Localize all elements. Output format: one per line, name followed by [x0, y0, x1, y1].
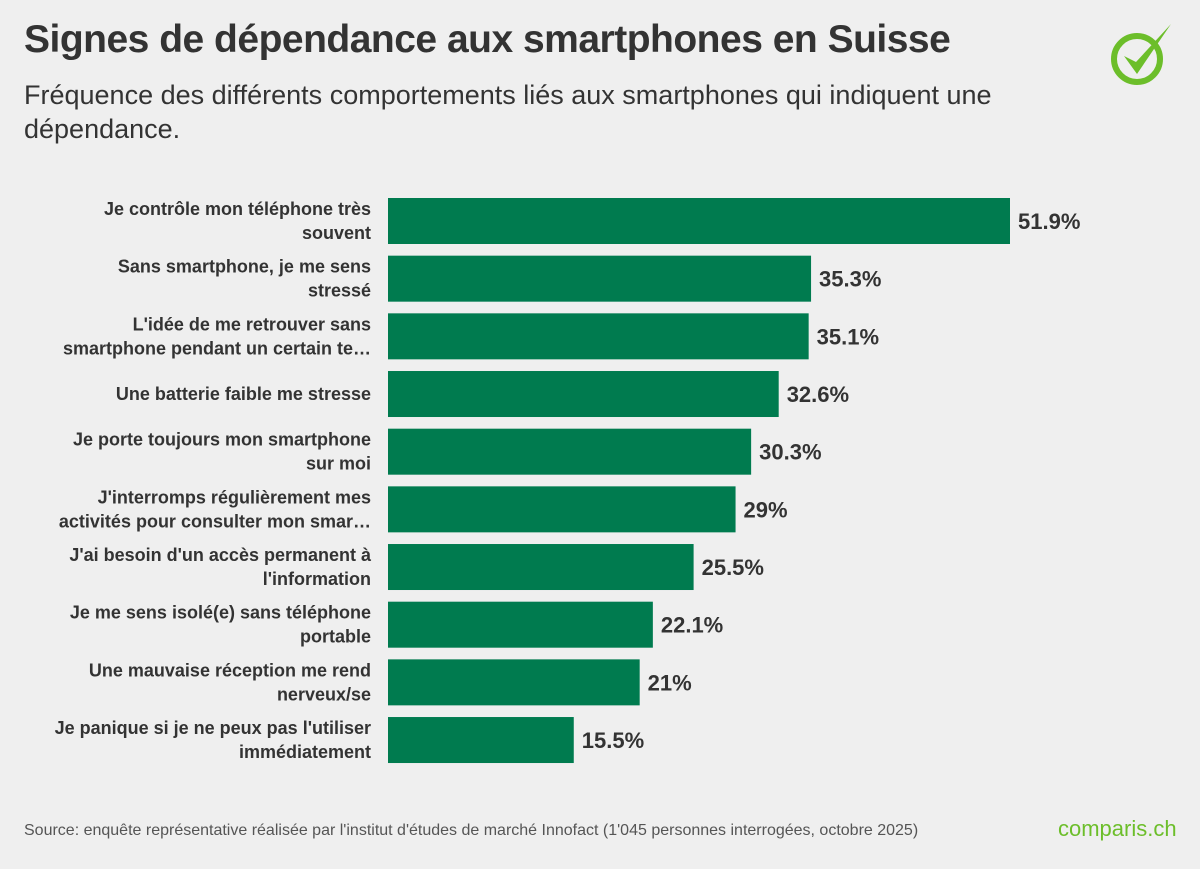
category-label: l'information: [263, 569, 371, 589]
category-label: Je porte toujours mon smartphone: [73, 430, 371, 450]
bar: [388, 717, 574, 764]
category-label: Je me sens isolé(e) sans téléphone: [70, 603, 371, 623]
bar: [388, 601, 653, 648]
category-label: L'idée de me retrouver sans: [133, 314, 371, 334]
value-label: 25.5%: [702, 555, 764, 580]
value-label: 15.5%: [582, 728, 644, 753]
bar: [388, 255, 812, 302]
value-label: 21%: [648, 670, 692, 695]
bar: [388, 313, 809, 360]
bar: [388, 544, 694, 591]
category-label: immédiatement: [239, 742, 371, 762]
bar: [388, 198, 1010, 244]
comparis-check-logo-icon: [1111, 24, 1171, 85]
category-label: sur moi: [306, 454, 371, 474]
chart-subtitle: Fréquence des différents comportements l…: [24, 80, 992, 144]
category-label: Une mauvaise réception me rend: [89, 660, 371, 680]
category-label: activités pour consulter mon smar…: [59, 511, 371, 531]
category-label: stressé: [308, 281, 371, 301]
bar-chart: 51.9% Je contrôle mon téléphone très souve…: [55, 198, 1080, 764]
value-label: 51.9%: [1018, 209, 1080, 234]
category-label: nerveux/se: [277, 684, 371, 704]
value-label: 32.6%: [787, 382, 849, 407]
category-label: Sans smartphone, je me sens: [118, 257, 371, 277]
value-label: 29%: [744, 497, 788, 522]
category-label: Une batterie faible me stresse: [116, 384, 371, 404]
bar: [388, 371, 779, 418]
value-label: 30.3%: [759, 440, 821, 465]
category-label: souvent: [302, 223, 371, 243]
bar: [388, 486, 736, 533]
category-label: Je panique si je ne peux pas l'utiliser: [55, 718, 371, 738]
value-label: 35.3%: [819, 267, 881, 292]
category-label: J'interromps régulièrement mes: [98, 487, 371, 507]
value-label: 35.1%: [817, 324, 879, 349]
category-label: Je contrôle mon téléphone très: [104, 199, 371, 219]
category-label: J'ai besoin d'un accès permanent à: [69, 545, 372, 565]
category-label: smartphone pendant un certain te…: [63, 338, 371, 358]
category-label: portable: [300, 627, 371, 647]
brand-logo: comparis.ch: [1058, 816, 1177, 841]
source-note: Source: enquête représentative réalisée …: [24, 822, 919, 839]
bar: [388, 428, 752, 475]
value-label: 22.1%: [661, 613, 723, 638]
chart-title: Signes de dépendance aux smartphones en …: [24, 18, 951, 61]
bar: [388, 659, 640, 706]
